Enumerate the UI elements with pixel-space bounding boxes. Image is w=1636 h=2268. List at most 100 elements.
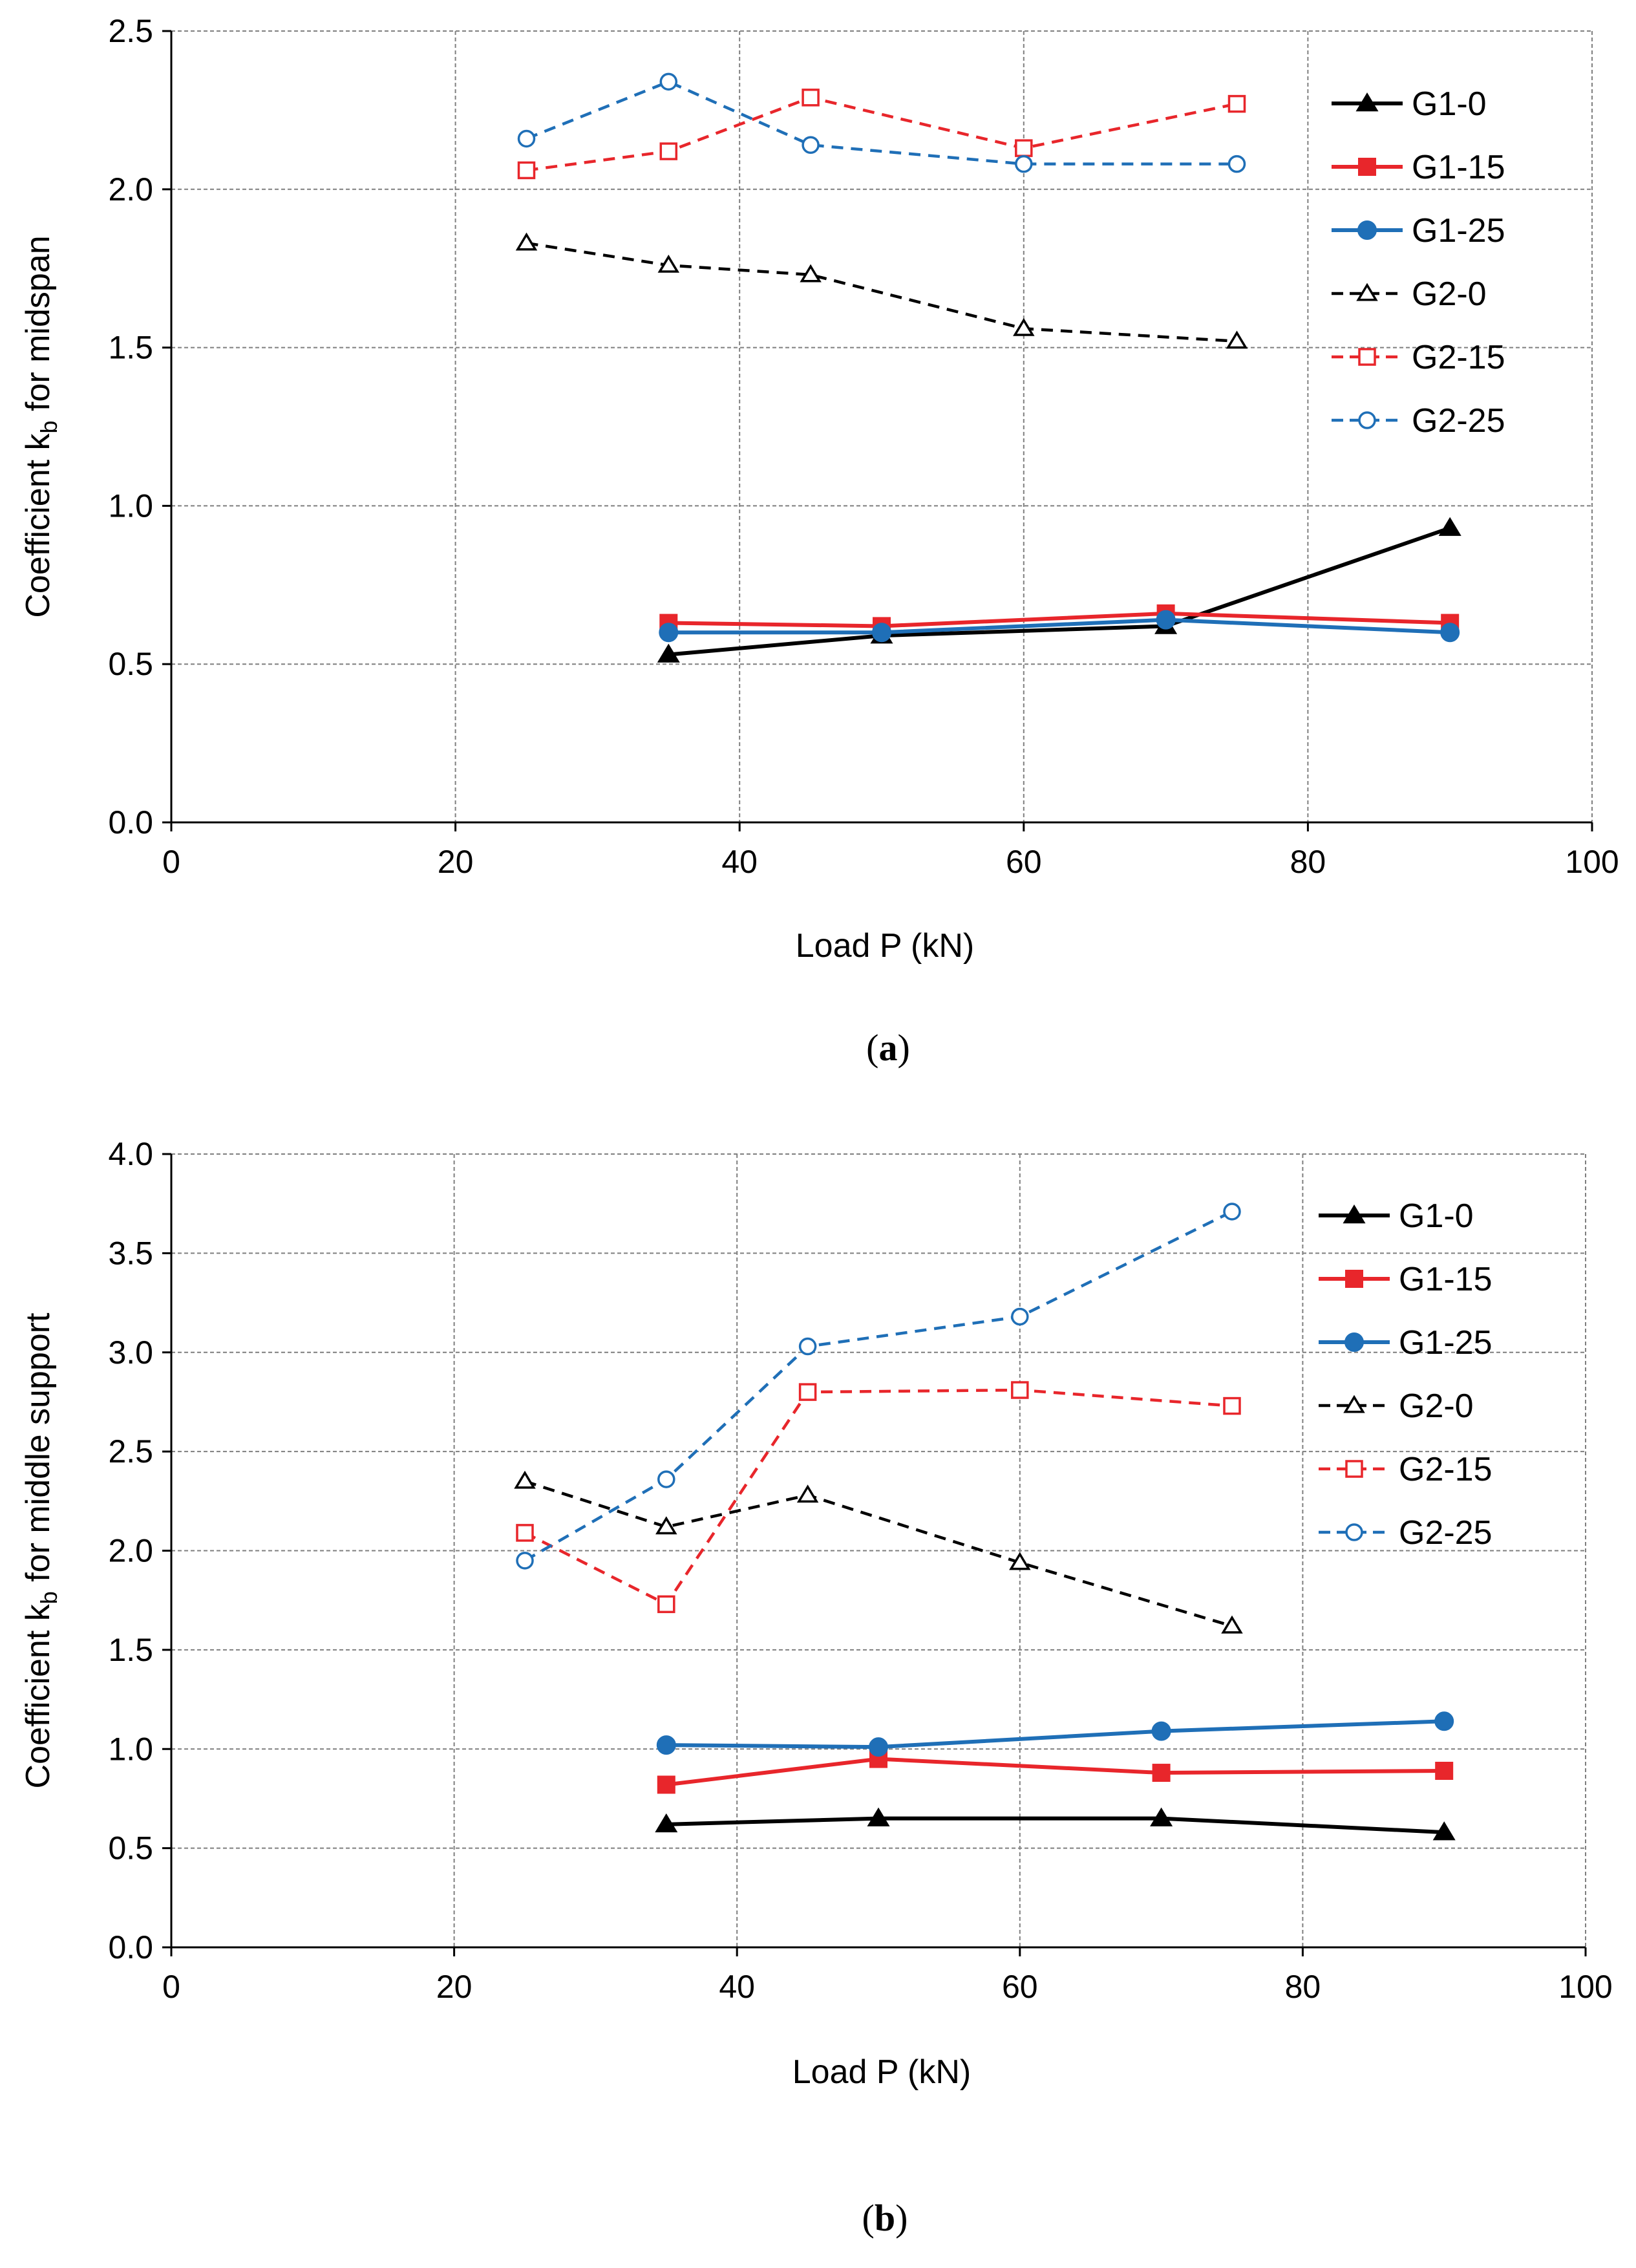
series-line [524, 1479, 1233, 1628]
data-point [1223, 1396, 1241, 1415]
y-tick-label: 2.5 [108, 1433, 153, 1470]
y-tick-label: 1.0 [108, 487, 153, 524]
legend-label: G2-0 [1412, 275, 1487, 313]
data-point [798, 1383, 817, 1401]
data-point [802, 136, 820, 155]
y-axis-label-rest: for middle support [19, 1312, 57, 1591]
data-point [1152, 1764, 1171, 1782]
legend-entry: G2-25 [1319, 1514, 1493, 1552]
data-point [1151, 1721, 1171, 1741]
data-point [659, 72, 678, 91]
legend-marker [1344, 1332, 1364, 1352]
x-tick-label: 60 [1002, 1969, 1038, 2005]
legend-label: G2-15 [1412, 339, 1505, 376]
legend-entry: G1-15 [1332, 149, 1505, 186]
data-point [1223, 1203, 1241, 1221]
legend-marker [1358, 158, 1376, 176]
data-point [657, 1470, 675, 1488]
x-axis-label: Load P (kN) [792, 2053, 972, 2091]
legend-label: G1-25 [1399, 1324, 1493, 1362]
legend-entry: G1-0 [1332, 85, 1487, 123]
x-tick-label: 80 [1285, 1969, 1321, 2005]
legend-entry: G2-0 [1332, 275, 1487, 313]
y-tick-label: 1.5 [108, 1632, 153, 1668]
legend-label: G1-15 [1399, 1261, 1493, 1298]
chart-b: 0.0 0.5 1.0 1.5 2.0 2.5 3.0 3.5 4.0 0 20 40 60 80 100 L… [19, 1136, 1613, 2239]
legend-entry: G1-15 [1319, 1261, 1493, 1298]
x-tick-label: 100 [1565, 844, 1619, 880]
legend-entry: G1-0 [1319, 1197, 1474, 1235]
data-point [1227, 155, 1246, 173]
data-point [798, 1337, 817, 1356]
series-G2-25 [517, 72, 1246, 173]
y-tick-label: 3.0 [108, 1334, 153, 1371]
data-point [655, 1813, 678, 1833]
legend-entry: G2-25 [1332, 402, 1505, 440]
data-point [1011, 1307, 1029, 1326]
data-point [1156, 610, 1176, 630]
data-point [1227, 94, 1246, 113]
legend-entry: G2-0 [1319, 1387, 1474, 1425]
caption-open: ( [862, 2197, 875, 2239]
legend-marker [1355, 92, 1379, 112]
series-line [666, 1719, 1445, 1749]
caption-open: ( [866, 1027, 878, 1069]
caption-close: ) [895, 2197, 908, 2239]
chart-a: 0.0 0.5 1.0 1.5 2.0 2.5 0 20 40 60 80 100 Load P (kN… [19, 13, 1619, 1069]
legend-label: G2-0 [1399, 1387, 1474, 1425]
legend-marker [1343, 1204, 1366, 1224]
series-G2-15 [517, 89, 1246, 180]
data-point [1435, 1761, 1454, 1780]
series-line [666, 1757, 1445, 1787]
data-point [869, 1737, 888, 1757]
caption-close: ) [898, 1027, 910, 1069]
legend-entry: G2-15 [1332, 339, 1505, 376]
data-point [1432, 1821, 1456, 1841]
caption-letter: b [875, 2197, 895, 2239]
x-tick-label: 20 [436, 1969, 473, 2005]
y-tick-label: 1.0 [108, 1731, 153, 1767]
x-axis-label: Load P (kN) [796, 927, 975, 965]
data-point [516, 1552, 534, 1570]
y-axis-label-rest: for midspan [19, 235, 57, 420]
series-G1-15 [657, 1749, 1454, 1794]
y-tick-label: 0.5 [108, 646, 153, 682]
data-point [1440, 623, 1460, 643]
data-point [659, 623, 679, 643]
series-G1-25 [656, 1711, 1454, 1757]
y-tick-label: 0.5 [108, 1830, 153, 1867]
x-tick-label: 20 [438, 844, 474, 880]
series-line [526, 80, 1237, 166]
y-tick-label: 0.0 [108, 804, 153, 840]
data-point [516, 1524, 534, 1542]
data-point [796, 1484, 819, 1503]
legend-label: G1-25 [1412, 212, 1505, 250]
series-G2-0 [515, 232, 1248, 349]
data-point [657, 643, 680, 663]
y-axis-label: Coefficient kb for midspan [19, 235, 62, 617]
legend-entry: G1-25 [1332, 212, 1505, 250]
data-point [1013, 317, 1035, 336]
data-point [1015, 155, 1033, 173]
data-point [1438, 517, 1461, 536]
series-line [524, 1210, 1233, 1562]
series-line [526, 96, 1237, 172]
data-point [1015, 139, 1033, 157]
legend-label: G1-15 [1412, 149, 1505, 186]
data-point [657, 1775, 675, 1794]
y-tick-label: 4.0 [108, 1136, 153, 1172]
data-point [1221, 1615, 1243, 1634]
series-G2-25 [516, 1203, 1241, 1570]
data-point [1434, 1711, 1454, 1731]
y-axis-label-main: Coefficient k [19, 433, 57, 617]
series-line [668, 526, 1451, 657]
data-point [1011, 1381, 1029, 1399]
y-axis-label-subscript: b [36, 1591, 62, 1604]
data-point [517, 129, 536, 148]
series-line [526, 241, 1237, 343]
figure-caption: (a) [866, 1027, 910, 1069]
legend-label: G1-0 [1399, 1197, 1474, 1235]
data-point [872, 623, 891, 643]
x-tick-label: 60 [1006, 844, 1042, 880]
